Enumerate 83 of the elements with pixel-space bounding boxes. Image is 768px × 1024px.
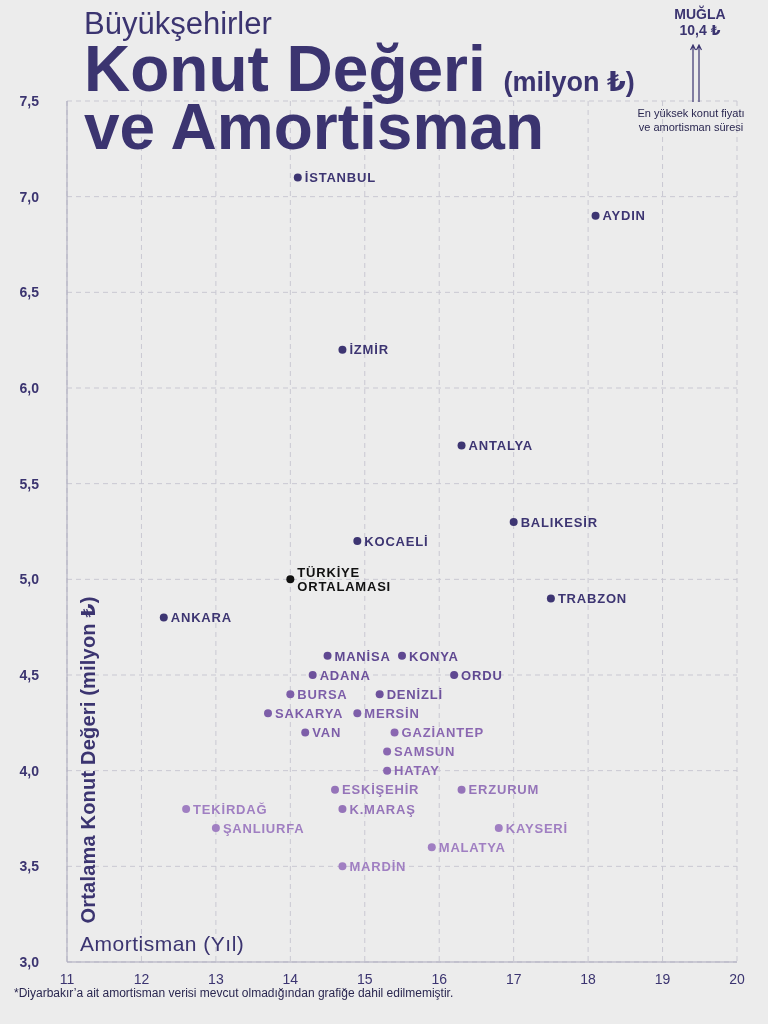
point bbox=[338, 345, 347, 354]
point bbox=[301, 728, 310, 737]
series-label: SAKARYA bbox=[275, 705, 344, 721]
series-label: SAMSUN bbox=[394, 744, 456, 760]
point bbox=[494, 824, 503, 833]
series-label: VAN bbox=[312, 725, 342, 741]
series-label: İZMİR bbox=[349, 342, 389, 358]
point bbox=[457, 785, 466, 794]
series-label: KAYSERİ bbox=[505, 820, 568, 836]
x-tick-label: 15 bbox=[356, 970, 373, 987]
series-label: BALIKESİR bbox=[520, 514, 598, 530]
point bbox=[323, 651, 332, 660]
series-label: MALATYA bbox=[438, 839, 506, 855]
series-label: MERSİN bbox=[364, 705, 420, 721]
point bbox=[591, 211, 600, 220]
series-label: ERZURUM bbox=[468, 782, 540, 798]
series-label: BURSA bbox=[297, 686, 348, 702]
series-label: ADANA bbox=[319, 667, 371, 683]
y-tick-label: 7,0 bbox=[19, 188, 40, 205]
point bbox=[286, 690, 295, 699]
series-label: TRABZON bbox=[557, 591, 628, 607]
series-label: TÜRKİYE ORTALAMASI bbox=[297, 565, 392, 595]
text: *Diyarbakır’a ait amortisman verisi mevcut olmadığından grafiğe dahil edilmemiştir. bbox=[14, 986, 454, 1000]
x-tick-label: 16 bbox=[431, 970, 448, 987]
point bbox=[286, 575, 295, 584]
point bbox=[383, 766, 392, 775]
series-label: KONYA bbox=[409, 648, 459, 664]
y-tick-label: 7,5 bbox=[19, 92, 40, 109]
x-axis-title: Amortisman (Yıl) bbox=[80, 932, 245, 956]
point bbox=[211, 824, 220, 833]
series-label: AYDIN bbox=[602, 208, 646, 224]
point bbox=[427, 843, 436, 852]
series-label: ANKARA bbox=[170, 610, 232, 626]
y-tick-label: 5,0 bbox=[19, 571, 40, 588]
x-tick-label: 20 bbox=[729, 970, 745, 987]
point bbox=[509, 517, 518, 526]
y-tick-label: 6,0 bbox=[19, 379, 40, 396]
series-label: GAZİANTEP bbox=[401, 725, 484, 741]
x-tick-label: 14 bbox=[282, 970, 299, 987]
point bbox=[159, 613, 168, 622]
point bbox=[182, 804, 191, 813]
x-tick-label: 19 bbox=[654, 970, 671, 987]
x-tick-label: 13 bbox=[208, 970, 224, 987]
x-tick-label: 12 bbox=[133, 970, 150, 987]
point bbox=[546, 594, 555, 603]
point bbox=[308, 671, 317, 679]
series-label: DENİZLİ bbox=[386, 686, 443, 702]
x-tick-label: 11 bbox=[59, 970, 75, 987]
series-label: ESKİŞEHİR bbox=[342, 782, 420, 798]
point bbox=[338, 862, 347, 871]
series-label: MARDİN bbox=[349, 859, 407, 875]
series-label: K.MARAŞ bbox=[349, 801, 416, 817]
annotation: En yüksek konut fiyatı ve amortisman süresi bbox=[636, 106, 746, 134]
y-tick-label: 6,5 bbox=[19, 284, 40, 301]
series-label: KOCAELİ bbox=[364, 533, 429, 549]
series-label: ŞANLIURFA bbox=[222, 820, 305, 836]
y-tick-label: 3,0 bbox=[19, 953, 40, 970]
point bbox=[450, 671, 459, 679]
series-label: MANİSA bbox=[334, 648, 391, 664]
x-tick-label: 17 bbox=[505, 970, 522, 987]
x-tick-label: 18 bbox=[580, 970, 597, 987]
series-label: ORDU bbox=[461, 667, 503, 683]
series-label: HATAY bbox=[394, 763, 440, 779]
y-axis-title: Ortalama Konut Değeri (milyon ₺) bbox=[76, 596, 100, 924]
point bbox=[398, 651, 406, 660]
series-label: İSTANBUL bbox=[304, 170, 376, 186]
point bbox=[338, 804, 347, 813]
point bbox=[331, 785, 339, 794]
y-tick-label: 3,5 bbox=[19, 858, 40, 875]
point bbox=[383, 747, 392, 756]
text: MUĞLA 10,4 ₺ bbox=[673, 6, 727, 38]
series-label: TEKİRDAĞ bbox=[193, 801, 268, 817]
point bbox=[390, 728, 399, 737]
point bbox=[375, 690, 384, 699]
point bbox=[353, 537, 362, 546]
point bbox=[353, 709, 362, 718]
point bbox=[264, 709, 272, 718]
y-tick-label: 4,5 bbox=[19, 666, 40, 683]
series-label: ANTALYA bbox=[468, 438, 533, 454]
point bbox=[457, 441, 466, 450]
y-tick-label: 4,0 bbox=[19, 762, 40, 779]
y-tick-label: 5,5 bbox=[19, 475, 40, 492]
point bbox=[293, 173, 302, 182]
